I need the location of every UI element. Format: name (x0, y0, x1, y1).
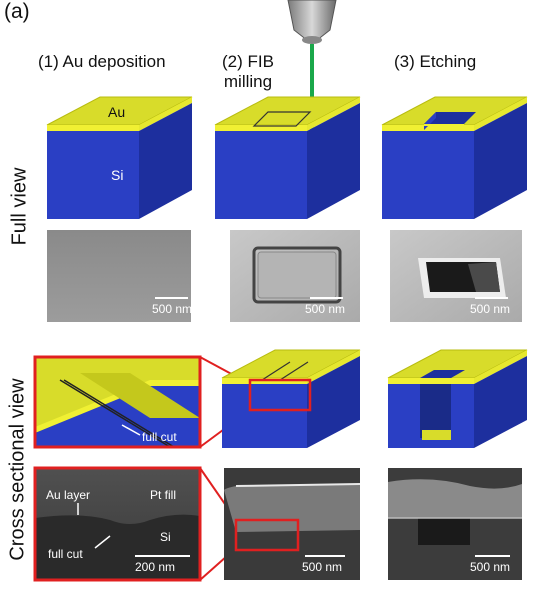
xs-sem-left (33, 466, 202, 582)
step-1-label: (1) Au deposition (38, 52, 166, 71)
scale-label-1: 500 nm (152, 302, 193, 316)
block-au-deposition (46, 96, 193, 219)
inset-zoom-schematic (33, 355, 202, 449)
si-label: Si (111, 167, 124, 183)
xs-block-etched (387, 349, 528, 448)
xs-scale-left-label: 200 nm (135, 560, 176, 574)
sem-trench-2 (252, 246, 342, 304)
sem-image-1 (47, 230, 191, 322)
xs-scale-mid-label: 500 nm (302, 560, 343, 574)
xs-sem-right (388, 468, 522, 580)
step-2-label-line2: milling (223, 72, 273, 91)
xs-block-fib (221, 349, 361, 448)
block-fib-milling (214, 96, 361, 219)
si-xs-label: Si (160, 530, 171, 544)
arrow-full-cut-sem (94, 535, 111, 549)
step-3-label: (3) Etching (394, 52, 477, 71)
block-etching (381, 96, 528, 219)
row-label-cross-section: Cross sectional view (6, 378, 29, 561)
xs-sem-middle (224, 468, 361, 580)
row-label-full-view: Full view (8, 167, 31, 246)
scale-label-2: 500 nm (305, 302, 346, 316)
au-layer-label: Au layer (46, 488, 91, 502)
panel-label: (a) (4, 0, 30, 23)
arrow-full-cut-inset (121, 424, 141, 436)
au-label: Au (108, 104, 126, 120)
step-2-label-line1: (2) FIB (222, 52, 274, 71)
fib-column (287, 0, 337, 45)
xs-scale-right-label: 500 nm (470, 560, 511, 574)
pt-fill-label: Pt fill (150, 488, 177, 502)
sem-etched-hole-3 (418, 258, 506, 298)
full-cut-inset-label: full cut (142, 430, 177, 444)
scale-label-3: 500 nm (470, 302, 511, 316)
step-2-label: (2) FIB milling (222, 52, 274, 92)
full-cut-sem-label: full cut (48, 547, 83, 561)
